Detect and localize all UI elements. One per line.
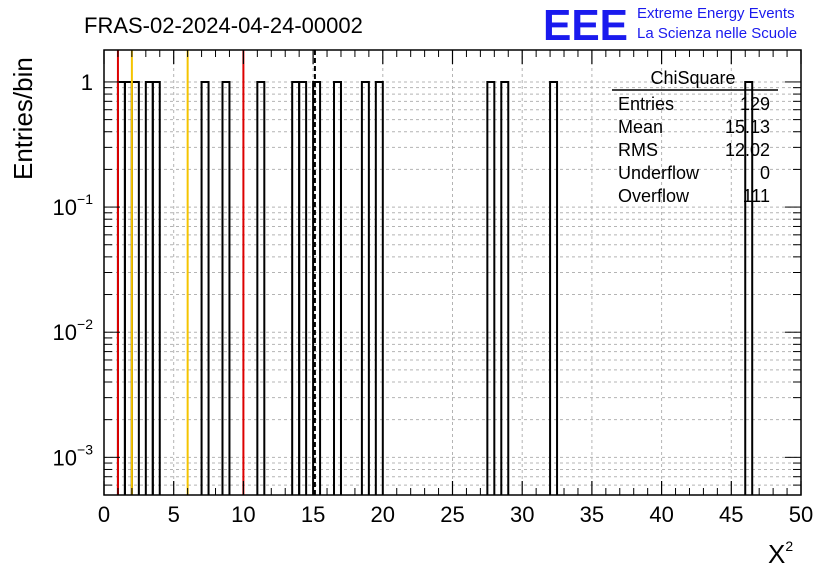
histogram-bar (333, 80, 342, 495)
x-tick-label: 30 (510, 502, 534, 527)
eee-logo: EEE Extreme Energy Events La Scienza nel… (543, 1, 797, 50)
histogram-bar (312, 80, 322, 495)
y-tick-label-base: 1 (81, 70, 93, 95)
histogram-bar (298, 80, 308, 495)
histogram-bar (256, 80, 266, 495)
x-tick-label: 45 (719, 502, 743, 527)
x-tick-label: 25 (440, 502, 464, 527)
histogram-bar (744, 80, 754, 495)
grid (104, 50, 801, 496)
x-axis-title-base: X (768, 539, 785, 569)
eee-logo-mark: EEE (543, 1, 628, 50)
y-tick-labels: 110−110−210−3 (53, 70, 94, 470)
x-tick-label: 35 (580, 502, 604, 527)
histogram-bar (200, 80, 210, 495)
histogram-bar (116, 80, 126, 495)
x-tick-label: 40 (649, 502, 673, 527)
y-tick-label-exponent: −1 (77, 191, 93, 207)
x-tick-label: 20 (371, 502, 395, 527)
stats-box: ChiSquare Entries 129 Mean 15.13 RMS 12.02 Und… (612, 68, 778, 206)
histogram-bar (144, 80, 154, 495)
stats-row-label: RMS (618, 140, 658, 160)
eee-logo-line1: Extreme Energy Events (637, 5, 795, 22)
histogram-bar (500, 80, 510, 495)
histogram-bar (374, 80, 384, 495)
stats-row-label: Mean (618, 117, 663, 137)
histogram-bar (151, 80, 161, 495)
x-tick-label: 10 (231, 502, 255, 527)
y-tick-label: 10−3 (53, 441, 94, 470)
y-tick-label: 10−2 (53, 316, 94, 345)
stats-row-value: 12.02 (725, 140, 770, 160)
stats-row-label: Underflow (618, 163, 700, 183)
y-tick-label: 10−1 (53, 191, 94, 220)
y-axis-title: Entries/bin (8, 57, 38, 180)
x-tick-label: 0 (98, 502, 110, 527)
y-tick-label-base: 10 (53, 195, 77, 220)
stats-row-value: 0 (760, 163, 770, 183)
stats-row-value: 111 (743, 186, 770, 206)
histogram-bar (549, 80, 559, 495)
y-tick-label-exponent: −3 (77, 441, 93, 457)
stats-row-value: 129 (740, 94, 770, 114)
x-tick-label: 15 (301, 502, 325, 527)
x-axis-title-sup: 2 (785, 538, 793, 554)
chart-title: FRAS-02-2024-04-24-00002 (84, 13, 363, 38)
x-axis-title: X2 (768, 538, 793, 569)
eee-logo-line2: La Scienza nelle Scuole (637, 25, 797, 42)
y-tick-label-base: 10 (53, 320, 77, 345)
histogram-bar (360, 80, 370, 495)
stats-rows: Entries 129 Mean 15.13 RMS 12.02 Underflow 0 Ove… (618, 94, 770, 206)
axis-ticks (103, 50, 802, 496)
stats-row-label: Entries (618, 94, 674, 114)
stats-title: ChiSquare (650, 68, 735, 88)
stats-row-label: Overflow (618, 186, 690, 206)
y-tick-label: 1 (81, 70, 93, 95)
x-tick-label: 50 (789, 502, 813, 527)
histogram-bar (486, 80, 496, 495)
x-tick-labels: 0 5 10 15 20 25 30 35 40 45 50 (98, 502, 813, 527)
histogram-bar (123, 80, 133, 495)
histogram-bar (291, 80, 301, 495)
y-tick-label-base: 10 (53, 445, 77, 470)
histogram-bar (130, 80, 140, 495)
histogram-bar (221, 80, 231, 495)
x-tick-label: 5 (168, 502, 180, 527)
y-tick-label-exponent: −2 (77, 316, 93, 332)
stats-row-value: 15.13 (725, 117, 770, 137)
reference-lines (116, 50, 316, 495)
